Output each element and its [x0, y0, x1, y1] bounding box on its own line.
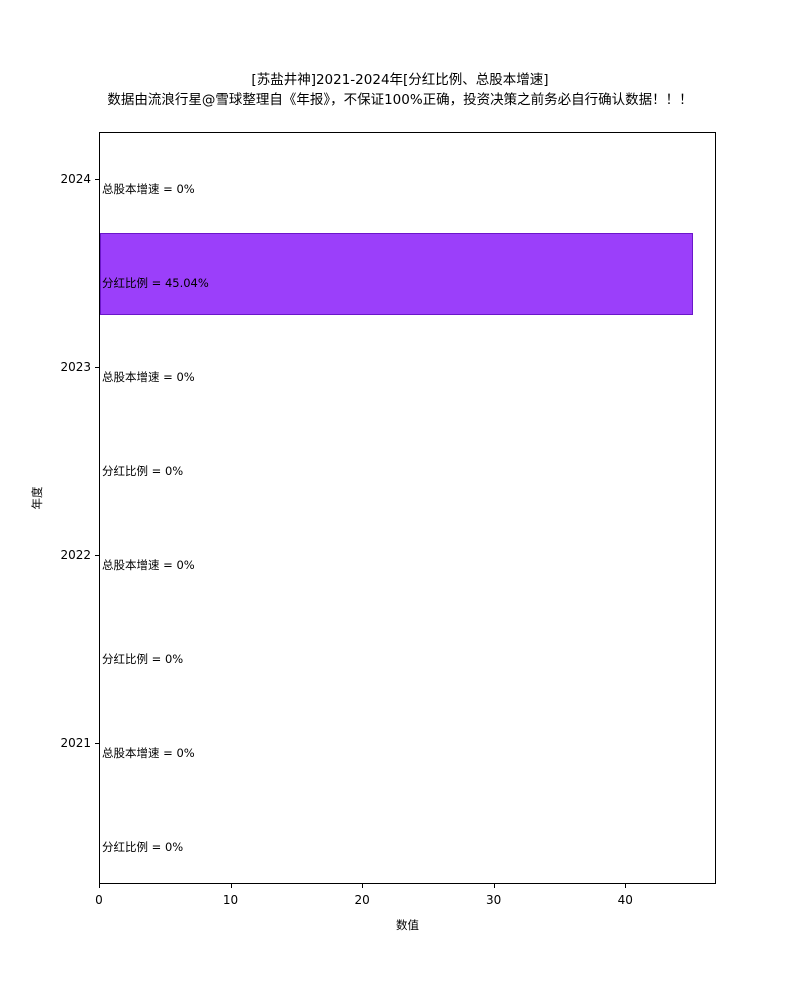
bar-value-label: 总股本增速 = 0% [102, 370, 195, 384]
bar-value-label: 分红比例 = 0% [102, 840, 184, 854]
y-tick-mark [95, 555, 99, 557]
plot-area: 总股本增速 = 0% 分红比例 = 45.04% 总股本增速 = 0% 分红比例 = … [99, 132, 716, 884]
y-tick-label-2023: 2023 [60, 360, 91, 374]
bar-value-label: 总股本增速 = 0% [102, 182, 195, 196]
y-tick-label-2022: 2022 [60, 548, 91, 562]
bar-2024-分红比例 [100, 233, 693, 315]
bar-value-label: 分红比例 = 45.04% [102, 276, 209, 290]
y-tick-mark [95, 367, 99, 369]
x-tick-label-20: 20 [354, 893, 370, 907]
y-tick-mark [95, 743, 99, 745]
x-tick-mark [362, 884, 364, 888]
bar-value-label: 分红比例 = 0% [102, 464, 184, 478]
x-tick-mark [625, 884, 627, 888]
y-tick-mark [95, 179, 99, 181]
chart-subtitle: 数据由流浪行星@雪球整理自《年报》，不保证100%正确，投资决策之前务必自行确认… [107, 92, 693, 108]
chart-title-block: [苏盐井神]2021-2024年[分红比例、总股本增速] 数据由流浪行星@雪球整… [0, 70, 800, 110]
x-tick-mark [230, 884, 232, 888]
y-axis-title: 年度 [30, 486, 44, 510]
bar-value-label: 总股本增速 = 0% [102, 746, 195, 760]
x-tick-label-10: 10 [222, 893, 239, 907]
bar-value-label: 分红比例 = 0% [102, 652, 184, 666]
x-axis-title: 数值 [396, 918, 419, 932]
bar-value-label: 总股本增速 = 0% [102, 558, 195, 572]
y-tick-label-2024: 2024 [60, 172, 91, 186]
x-tick-label-40: 40 [617, 893, 633, 907]
y-tick-label-2021: 2021 [60, 736, 91, 750]
x-tick-mark [99, 884, 101, 888]
x-tick-label-0: 0 [95, 893, 103, 907]
x-tick-label-30: 30 [486, 893, 502, 907]
x-tick-mark [493, 884, 495, 888]
chart-title: [苏盐井神]2021-2024年[分红比例、总股本增速] [251, 72, 549, 88]
